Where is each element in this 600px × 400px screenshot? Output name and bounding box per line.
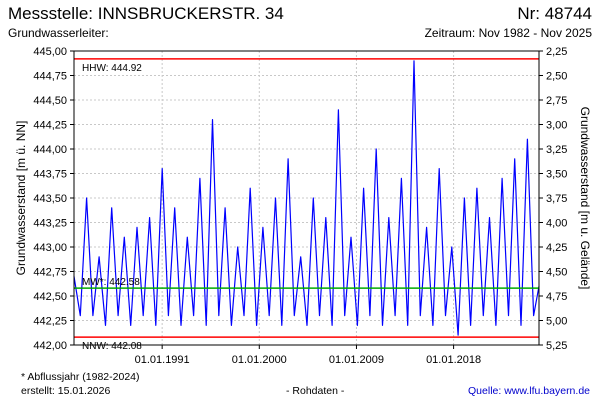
y-tick-label: 444,75 bbox=[33, 71, 67, 83]
x-tick-label: 01.01.1991 bbox=[135, 354, 190, 366]
x-tick-label: 01.01.2000 bbox=[232, 354, 287, 366]
station-number: Nr: 48744 bbox=[517, 4, 592, 23]
reference-line-label: HHW: 444.92 bbox=[82, 63, 142, 74]
y2-tick-label: 5,00 bbox=[546, 316, 567, 328]
y2-tick-label: 3,00 bbox=[546, 120, 567, 132]
y-tick-label: 443,75 bbox=[33, 169, 67, 181]
x-axis: 01.01.1991 01.01.2000 01.01.2009 01.01.2018 bbox=[135, 345, 481, 366]
reference-lines-layer: HHW: 444.92 MW*: 442.58 NNW: 442.08 bbox=[74, 58, 539, 352]
y-tick-label: 442,00 bbox=[33, 340, 67, 352]
source-link[interactable]: Quelle: www.lfu.bayern.de bbox=[468, 385, 590, 397]
y-tick-label: 444,50 bbox=[33, 95, 67, 107]
x-tick-label: 01.01.2018 bbox=[426, 354, 481, 366]
reference-line-label: NNW: 442.08 bbox=[82, 341, 142, 352]
aquifer-label: Grundwasserleiter: bbox=[8, 26, 109, 40]
y-axis-label: Grundwasserstand [m ü. NN] bbox=[14, 121, 28, 276]
y-tick-label: 444,00 bbox=[33, 144, 67, 156]
y-tick-label: 443,00 bbox=[33, 242, 67, 254]
station-title: Messstelle: INNSBRUCKERSTR. 34 bbox=[8, 4, 284, 23]
reference-line-label: MW*: 442.58 bbox=[82, 277, 140, 288]
y2-tick-label: 3,50 bbox=[546, 169, 567, 181]
y2-tick-label: 3,25 bbox=[546, 144, 567, 156]
y-tick-label: 443,50 bbox=[33, 193, 67, 205]
y2-tick-label: 2,25 bbox=[546, 46, 567, 58]
y-tick-label: 443,25 bbox=[33, 218, 67, 230]
y2-tick-label: 4,00 bbox=[546, 218, 567, 230]
y-axis-right: 5,25 5,00 4,75 4,50 4,25 4,00 3,75 3,50 3,25 3,00… bbox=[539, 46, 567, 352]
y-axis-left: 442,00 442,25 442,50 442,75 443,00 443,25 443,… bbox=[33, 46, 74, 352]
footnote: * Abflussjahr (1982-2024) bbox=[21, 371, 140, 383]
y-tick-label: 442,25 bbox=[33, 316, 67, 328]
series-layer bbox=[73, 60, 540, 336]
grid-layer bbox=[74, 50, 539, 346]
y2-tick-label: 2,75 bbox=[546, 95, 567, 107]
period-label: Zeitraum: Nov 1982 - Nov 2025 bbox=[424, 26, 592, 40]
y2-tick-label: 3,75 bbox=[546, 193, 567, 205]
y2-tick-label: 4,25 bbox=[546, 242, 567, 254]
y2-tick-label: 4,50 bbox=[546, 267, 567, 279]
y2-tick-label: 5,25 bbox=[546, 340, 567, 352]
y-tick-label: 445,00 bbox=[33, 46, 67, 58]
groundwater-level-line bbox=[73, 60, 540, 336]
created-date: erstellt: 15.01.2026 bbox=[21, 385, 111, 397]
x-tick-label: 01.01.2009 bbox=[329, 354, 384, 366]
y-tick-label: 444,25 bbox=[33, 120, 67, 132]
y-tick-label: 442,75 bbox=[33, 267, 67, 279]
y2-tick-label: 4,75 bbox=[546, 291, 567, 303]
data-type-label: - Rohdaten - bbox=[286, 385, 345, 397]
y2-axis-label: Grundwasserstand [m u. Gelände] bbox=[578, 107, 592, 290]
y2-tick-label: 2,50 bbox=[546, 71, 567, 83]
y-tick-label: 442,50 bbox=[33, 291, 67, 303]
